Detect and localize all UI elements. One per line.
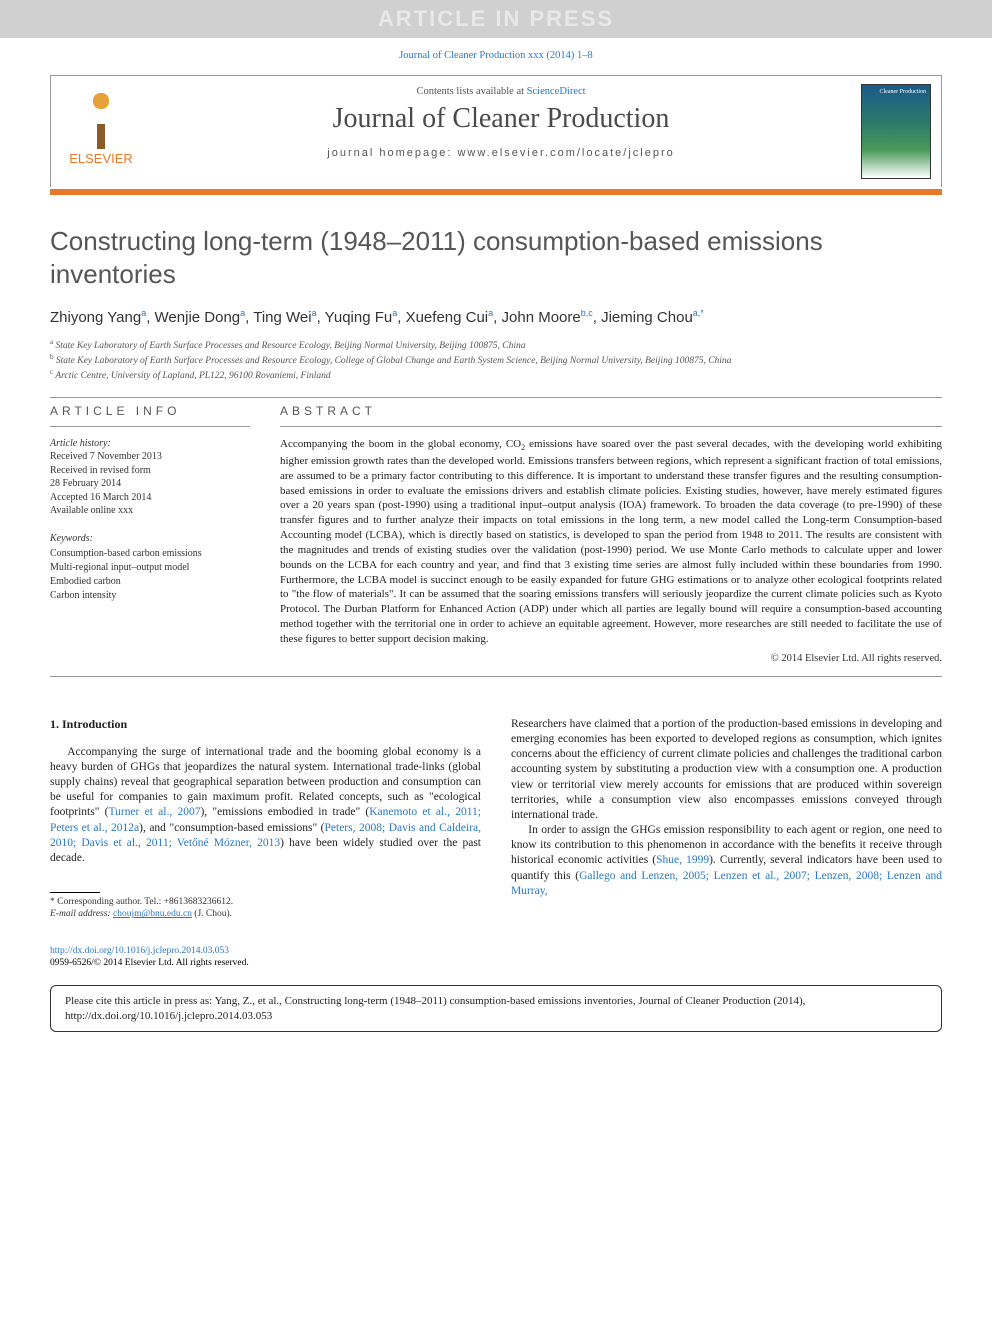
keywords-label: Keywords: (50, 532, 250, 546)
footnote-divider (50, 892, 100, 893)
affiliation-b: b State Key Laboratory of Earth Surface … (50, 353, 942, 368)
doi-link[interactable]: http://dx.doi.org/10.1016/j.jclepro.2014… (50, 946, 229, 956)
publisher-logo-area: ELSEVIER (51, 76, 151, 187)
article-in-press-banner: ARTICLE IN PRESS (0, 0, 992, 38)
article-info-heading: ARTICLE INFO (50, 404, 250, 418)
corresponding-author-note: * Corresponding author. Tel.: +861368323… (50, 896, 481, 908)
top-citation: Journal of Cleaner Production xxx (2014)… (0, 38, 992, 69)
col-divider (280, 426, 942, 427)
keyword: Carbon intensity (50, 590, 116, 601)
abstract-column: ABSTRACT Accompanying the boom in the gl… (280, 404, 942, 664)
elsevier-tree-icon (71, 89, 131, 149)
intro-paragraph-2: In order to assign the GHGs emission res… (511, 823, 942, 899)
keyword: Embodied carbon (50, 576, 121, 587)
introduction-heading: 1. Introduction (50, 717, 481, 733)
contents-line: Contents lists available at ScienceDirec… (151, 86, 851, 97)
elsevier-logo[interactable]: ELSEVIER (61, 89, 141, 179)
abstract-copyright: © 2014 Elsevier Ltd. All rights reserved… (280, 653, 942, 664)
history-line: Received 7 November 2013 (50, 451, 162, 462)
affiliation-c: c Arctic Centre, University of Lapland, … (50, 368, 942, 383)
abstract-text: Accompanying the boom in the global econ… (280, 437, 942, 647)
doi-block: http://dx.doi.org/10.1016/j.jclepro.2014… (0, 931, 992, 978)
footnotes: * Corresponding author. Tel.: +861368323… (50, 892, 481, 921)
article-title: Constructing long-term (1948–2011) consu… (50, 225, 942, 290)
body-column-left: 1. Introduction Accompanying the surge o… (50, 717, 481, 921)
keyword: Multi-regional input–output model (50, 562, 189, 573)
cite-this-article-box: Please cite this article in press as: Ya… (50, 985, 942, 1032)
abstract-heading: ABSTRACT (280, 404, 942, 418)
email-note: E-mail address: choujm@bnu.edu.cn (J. Ch… (50, 908, 481, 920)
affiliation-a: a State Key Laboratory of Earth Surface … (50, 338, 942, 353)
elsevier-text: ELSEVIER (69, 151, 133, 166)
history-line: 28 February 2014 (50, 478, 121, 489)
email-link[interactable]: choujm@bnu.edu.cn (113, 909, 192, 919)
history-line: Received in revised form (50, 465, 151, 476)
header-center: Contents lists available at ScienceDirec… (151, 76, 851, 187)
keywords-block: Keywords: Consumption-based carbon emiss… (50, 532, 250, 603)
keyword: Consumption-based carbon emissions (50, 548, 202, 559)
body-column-right: Researchers have claimed that a portion … (511, 717, 942, 921)
issn-copyright: 0959-6526/© 2014 Elsevier Ltd. All right… (50, 958, 249, 968)
contents-prefix: Contents lists available at (416, 86, 526, 97)
intro-paragraph-1-cont: Researchers have claimed that a portion … (511, 717, 942, 823)
sciencedirect-link[interactable]: ScienceDirect (527, 86, 586, 97)
history-line: Accepted 16 March 2014 (50, 492, 151, 503)
body-columns: 1. Introduction Accompanying the surge o… (50, 717, 942, 921)
intro-paragraph-1: Accompanying the surge of international … (50, 745, 481, 866)
journal-homepage: journal homepage: www.elsevier.com/locat… (151, 147, 851, 159)
journal-cover-area (851, 76, 941, 187)
section-divider (50, 397, 942, 398)
journal-cover-thumbnail[interactable] (861, 84, 931, 179)
journal-name: Journal of Cleaner Production (151, 103, 851, 135)
journal-header: ELSEVIER Contents lists available at Sci… (50, 75, 942, 187)
article-history: Article history: Received 7 November 201… (50, 437, 250, 518)
col-divider (50, 426, 250, 427)
authors-line: Zhiyong Yanga, Wenjie Donga, Ting Weia, … (50, 308, 942, 326)
section-divider (50, 676, 942, 677)
article-info-column: ARTICLE INFO Article history: Received 7… (50, 404, 250, 664)
history-label: Article history: (50, 438, 111, 449)
affiliations: a State Key Laboratory of Earth Surface … (50, 338, 942, 383)
history-line: Available online xxx (50, 505, 133, 516)
